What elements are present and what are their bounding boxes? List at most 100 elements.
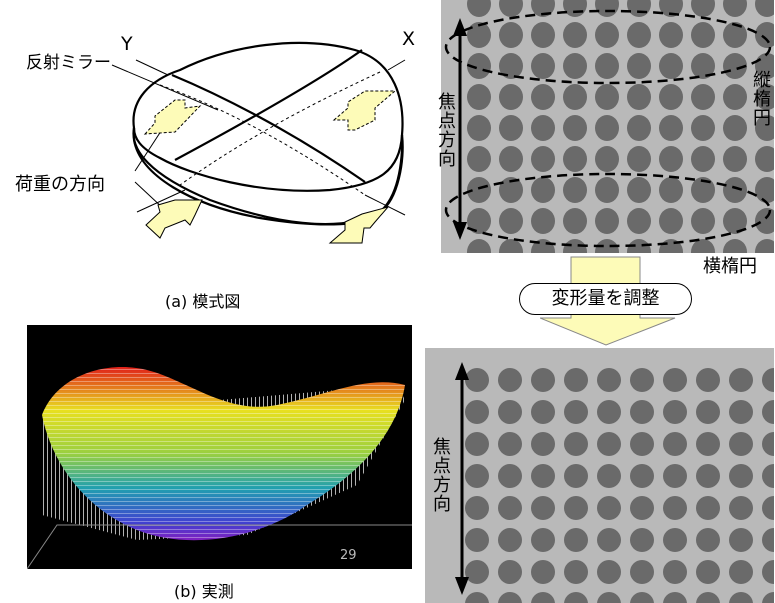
dot	[597, 400, 621, 424]
dot	[627, 208, 651, 234]
dot	[564, 560, 588, 584]
dot	[663, 368, 687, 392]
dot	[729, 432, 753, 456]
dot	[630, 528, 654, 552]
dot	[659, 0, 683, 17]
dot	[531, 115, 555, 141]
dot	[627, 177, 651, 203]
dot	[630, 400, 654, 424]
dot	[691, 177, 715, 203]
dot	[499, 53, 523, 79]
dot	[564, 432, 588, 456]
dot	[467, 22, 491, 48]
dot	[691, 239, 715, 253]
dot	[627, 239, 651, 253]
dot	[498, 528, 522, 552]
dot	[627, 84, 651, 110]
dot	[762, 368, 774, 392]
dot	[696, 592, 720, 603]
dot	[762, 464, 774, 488]
dot	[691, 22, 715, 48]
dot	[723, 208, 747, 234]
dot	[465, 528, 489, 552]
dot	[564, 592, 588, 603]
dot	[691, 84, 715, 110]
dot	[499, 0, 523, 17]
dot	[597, 560, 621, 584]
dot	[499, 208, 523, 234]
dot	[659, 208, 683, 234]
dot	[729, 592, 753, 603]
dot	[499, 239, 523, 253]
dot	[563, 22, 587, 48]
dot	[762, 400, 774, 424]
dot	[597, 496, 621, 520]
dot	[696, 496, 720, 520]
dot	[663, 432, 687, 456]
dot	[762, 528, 774, 552]
dot	[723, 53, 747, 79]
dot	[729, 560, 753, 584]
dot	[564, 400, 588, 424]
dot	[531, 177, 555, 203]
dot	[563, 115, 587, 141]
dot	[663, 464, 687, 488]
dot	[499, 177, 523, 203]
dot	[531, 496, 555, 520]
dot	[467, 115, 491, 141]
dot	[465, 592, 489, 603]
dot	[465, 496, 489, 520]
dot	[563, 84, 587, 110]
dot	[755, 177, 774, 203]
dot	[595, 177, 619, 203]
dot	[498, 400, 522, 424]
caption-a: (a) 模式図	[165, 292, 241, 311]
dot	[691, 146, 715, 172]
dot	[729, 400, 753, 424]
dot-pattern-photo-after	[425, 348, 774, 603]
dot	[627, 146, 651, 172]
dot	[691, 115, 715, 141]
focus-direction-label-bottom: 焦点方向	[430, 437, 451, 513]
dot	[531, 432, 555, 456]
dot	[630, 592, 654, 603]
dot	[630, 496, 654, 520]
dot	[465, 464, 489, 488]
dot	[659, 177, 683, 203]
dot	[595, 239, 619, 253]
dot	[563, 177, 587, 203]
dot-pattern-photo-before	[441, 0, 774, 253]
dot	[465, 560, 489, 584]
dot	[595, 22, 619, 48]
dot	[467, 239, 491, 253]
dot	[499, 115, 523, 141]
dot	[627, 53, 651, 79]
vertical-ellipse-label: 縦楕円	[750, 70, 771, 127]
dot	[755, 84, 774, 110]
dot	[498, 368, 522, 392]
dot	[723, 84, 747, 110]
dot	[659, 53, 683, 79]
dot	[663, 528, 687, 552]
dot	[597, 528, 621, 552]
dot	[762, 496, 774, 520]
adjust-deformation-label: 変形量を調整	[519, 283, 692, 315]
dot	[729, 368, 753, 392]
dot	[531, 22, 555, 48]
dot	[499, 22, 523, 48]
dot	[723, 0, 747, 17]
dot	[729, 528, 753, 552]
measured-surface-plot	[27, 325, 412, 569]
dot	[563, 239, 587, 253]
dot	[531, 208, 555, 234]
mirror-schematic: .s{fill:none;stroke:#000;stroke-width:2.…	[111, 41, 406, 244]
dot	[691, 208, 715, 234]
dot	[627, 22, 651, 48]
dot	[498, 560, 522, 584]
dot	[498, 592, 522, 603]
dot	[531, 592, 555, 603]
dot	[563, 146, 587, 172]
dot	[755, 239, 774, 253]
dot	[564, 496, 588, 520]
dot	[531, 368, 555, 392]
